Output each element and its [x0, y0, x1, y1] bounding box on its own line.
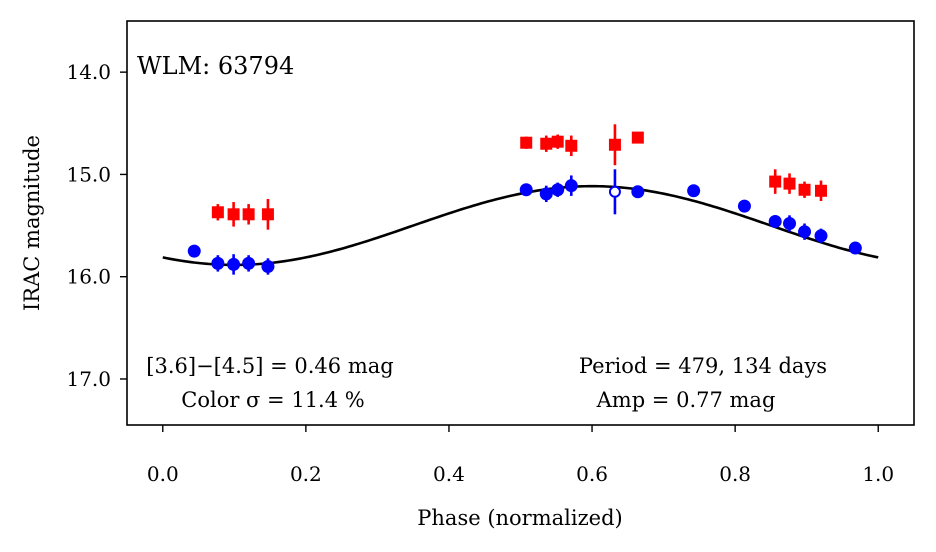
y-tick-label: 17.0	[66, 367, 111, 391]
blue-circle-point	[539, 187, 553, 201]
blue-circle-point	[768, 214, 782, 228]
y-tick-label: 14.0	[66, 60, 111, 84]
y-axis-title: IRAC magnitude	[20, 135, 44, 311]
blue-circle-point	[814, 229, 828, 243]
blue-circle-point	[737, 199, 751, 213]
red-square-point	[769, 175, 782, 188]
red-square-point	[565, 139, 578, 152]
red-square-point	[551, 135, 564, 148]
y-tick-label: 16.0	[66, 265, 111, 289]
x-tick-label: 0.8	[719, 462, 751, 486]
red-square-point	[631, 131, 644, 144]
model-curve	[162, 184, 879, 267]
red-square-point	[261, 208, 274, 221]
x-tick-label: 0.0	[147, 462, 179, 486]
model-curve-layer	[162, 184, 879, 267]
color-difference-annotation: [3.6]−[4.5] = 0.46 mag	[146, 354, 393, 378]
blue-circle-point	[227, 257, 241, 271]
x-axis-ticks: 0.0 0.2 0.4 0.6 0.8 1.0	[147, 425, 894, 486]
y-tick-label: 15.0	[66, 162, 111, 186]
blue-circle-point	[783, 217, 797, 231]
red-square-point	[242, 208, 255, 221]
red-square-point	[520, 136, 533, 149]
color-sigma-annotation: Color σ = 11.4 %	[181, 388, 364, 412]
blue-circle-point	[687, 184, 701, 198]
red-square-point	[227, 208, 240, 221]
blue-open-circle-point	[608, 185, 621, 198]
blue-circle-point	[187, 244, 201, 258]
red-square-point	[783, 177, 796, 190]
x-axis-title: Phase (normalized)	[417, 506, 622, 530]
plot-frame	[126, 20, 915, 426]
blue-circle-point	[519, 183, 533, 197]
x-tick-label: 0.2	[290, 462, 322, 486]
blue-circle-point	[798, 225, 812, 239]
x-tick-label: 1.0	[862, 462, 894, 486]
data-points-layer	[187, 124, 862, 275]
blue-circle-point	[564, 179, 578, 193]
red-square-point	[540, 137, 553, 150]
x-tick-label: 0.6	[576, 462, 608, 486]
blue-circle-point	[211, 256, 225, 270]
amplitude-annotation: Amp = 0.77 mag	[596, 388, 776, 412]
red-square-point	[211, 206, 224, 219]
blue-circle-point	[242, 256, 256, 270]
red-square-point	[814, 184, 827, 197]
blue-circle-point	[848, 241, 862, 255]
y-axis-ticks: 14.0 15.0 16.0 17.0	[66, 60, 127, 391]
star-label: WLM: 63794	[137, 52, 294, 80]
x-tick-label: 0.4	[433, 462, 465, 486]
period-annotation: Period = 479, 134 days	[579, 354, 827, 378]
blue-circle-point	[261, 259, 275, 273]
red-square-point	[798, 183, 811, 196]
blue-circle-point	[551, 183, 565, 197]
red-square-point	[608, 138, 621, 151]
blue-circle-point	[631, 185, 645, 199]
